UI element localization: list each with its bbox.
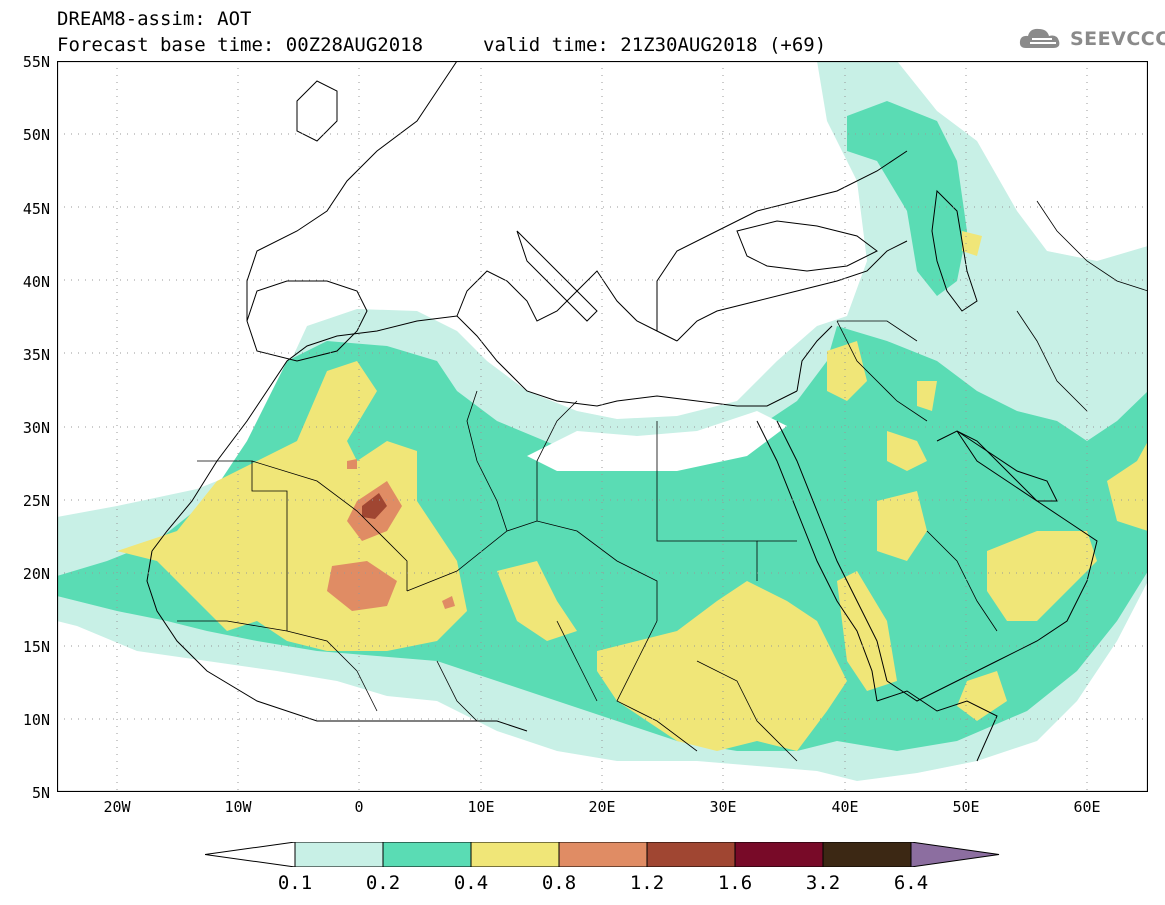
colorbar-min-arrow [205, 842, 296, 867]
lat-label: 45N [22, 200, 50, 218]
lon-label: 10E [467, 798, 495, 816]
lat-label: 55N [22, 53, 50, 71]
colorbar-label: 3.2 [805, 872, 841, 894]
lon-label: 60E [1073, 798, 1101, 816]
lat-label: 40N [22, 273, 50, 291]
lat-label: 10N [22, 711, 50, 729]
map-frame [57, 61, 1148, 792]
lat-label: 35N [22, 346, 50, 364]
lat-label: 20N [22, 565, 50, 583]
graticule [57, 61, 1148, 792]
lon-label: 10W [224, 798, 252, 816]
lat-label: 25N [22, 492, 50, 510]
colorbar-bin [822, 842, 912, 867]
colorbar-bin [734, 842, 824, 867]
lat-label: 50N [22, 126, 50, 144]
coastlines [146, 61, 1098, 762]
colorbar-label: 0.2 [365, 872, 401, 894]
valid-time: valid time: 21Z30AUG2018 (+69) [483, 34, 827, 56]
cloud-icon [1019, 28, 1060, 48]
lat-label: 5N [31, 784, 50, 802]
country-borders [177, 200, 1148, 762]
lon-label: 50E [952, 798, 980, 816]
lon-label: 30E [709, 798, 737, 816]
lat-label: 30N [22, 419, 50, 437]
colorbar-label: 0.1 [277, 872, 313, 894]
aot-band-1.2 [362, 493, 387, 519]
forecast-base-time: Forecast base time: 00Z28AUG2018 [57, 34, 424, 56]
seevccc-logo: SEEVCCC [1018, 24, 1165, 54]
lon-label: 0 [354, 798, 364, 816]
colorbar-label: 0.8 [541, 872, 577, 894]
lon-label: 40E [831, 798, 859, 816]
lon-label: 20E [588, 798, 616, 816]
colorbar-label: 6.4 [893, 872, 929, 894]
lon-label: 20W [103, 798, 131, 816]
colorbar-bin [558, 842, 648, 867]
colorbar-bin [294, 842, 384, 867]
colorbar-label: 1.2 [629, 872, 665, 894]
aot-patch-caspian [847, 101, 967, 296]
colorbar-max-arrow [910, 842, 1000, 867]
colorbar-bin [646, 842, 736, 867]
map-title: DREAM8-assim: AOT [57, 8, 252, 30]
logo-text: SEEVCCC [1070, 28, 1165, 50]
colorbar-label: 1.6 [717, 872, 753, 894]
colorbar [205, 842, 1000, 867]
colorbar-label: 0.4 [453, 872, 489, 894]
colorbar-bin [382, 842, 472, 867]
aot-map [57, 61, 1148, 792]
lat-label: 15N [22, 638, 50, 656]
colorbar-bin [470, 842, 560, 867]
